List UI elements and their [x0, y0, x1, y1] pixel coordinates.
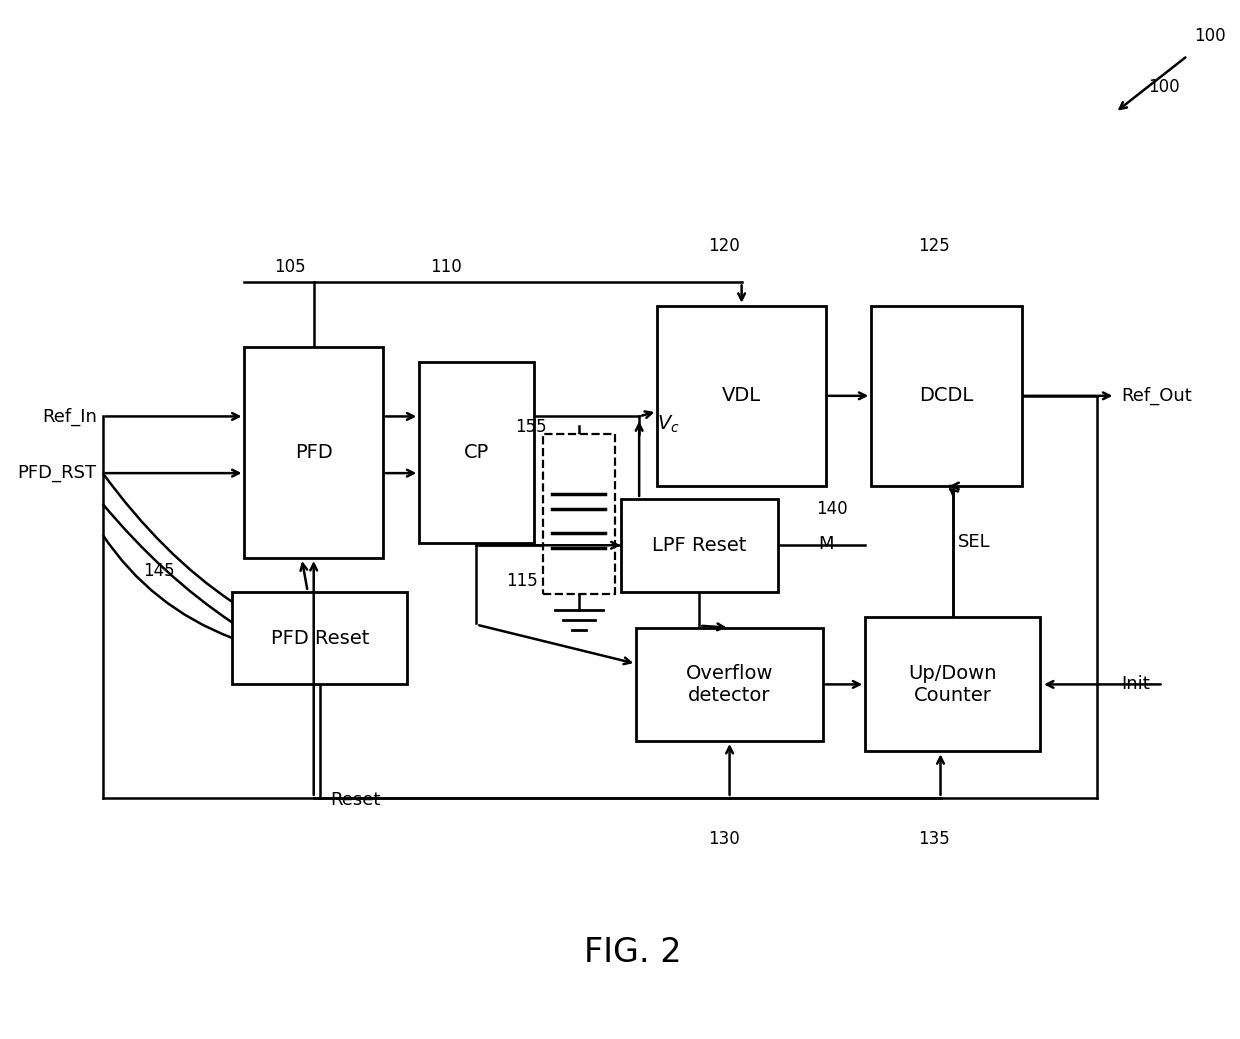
FancyBboxPatch shape [866, 617, 1040, 751]
Text: LPF Reset: LPF Reset [652, 536, 746, 555]
Text: Reset: Reset [331, 791, 381, 808]
FancyBboxPatch shape [232, 591, 407, 685]
Text: 140: 140 [816, 500, 848, 518]
FancyBboxPatch shape [543, 434, 615, 594]
Text: 125: 125 [919, 237, 950, 256]
Text: PFD: PFD [295, 443, 332, 462]
Text: Overflow
detector: Overflow detector [686, 664, 774, 704]
Text: Ref_In: Ref_In [42, 407, 97, 426]
FancyBboxPatch shape [636, 628, 823, 741]
Text: VDL: VDL [722, 387, 761, 405]
Text: 115: 115 [506, 572, 538, 590]
Text: 100: 100 [1194, 27, 1225, 46]
Text: 145: 145 [144, 562, 175, 580]
FancyBboxPatch shape [657, 305, 826, 486]
Text: 155: 155 [515, 418, 547, 435]
Text: DCDL: DCDL [919, 387, 973, 405]
Text: Up/Down
Counter: Up/Down Counter [909, 664, 997, 704]
Text: FIG. 2: FIG. 2 [584, 936, 682, 969]
Text: Ref_Out: Ref_Out [1121, 387, 1192, 405]
Text: 100: 100 [1148, 78, 1179, 96]
Text: 120: 120 [708, 237, 739, 256]
Text: CP: CP [464, 443, 489, 462]
Text: 110: 110 [430, 258, 463, 276]
Text: 105: 105 [274, 258, 305, 276]
Text: PFD Reset: PFD Reset [270, 629, 370, 647]
FancyBboxPatch shape [621, 499, 777, 591]
Text: M: M [818, 535, 833, 553]
Text: SEL: SEL [959, 533, 991, 551]
FancyBboxPatch shape [419, 363, 533, 542]
FancyBboxPatch shape [872, 305, 1022, 486]
Text: 130: 130 [708, 830, 739, 848]
Text: PFD_RST: PFD_RST [17, 464, 97, 482]
Text: $V_c$: $V_c$ [657, 414, 680, 435]
Text: Init: Init [1121, 675, 1149, 693]
FancyBboxPatch shape [244, 347, 383, 558]
Text: 135: 135 [919, 830, 950, 848]
